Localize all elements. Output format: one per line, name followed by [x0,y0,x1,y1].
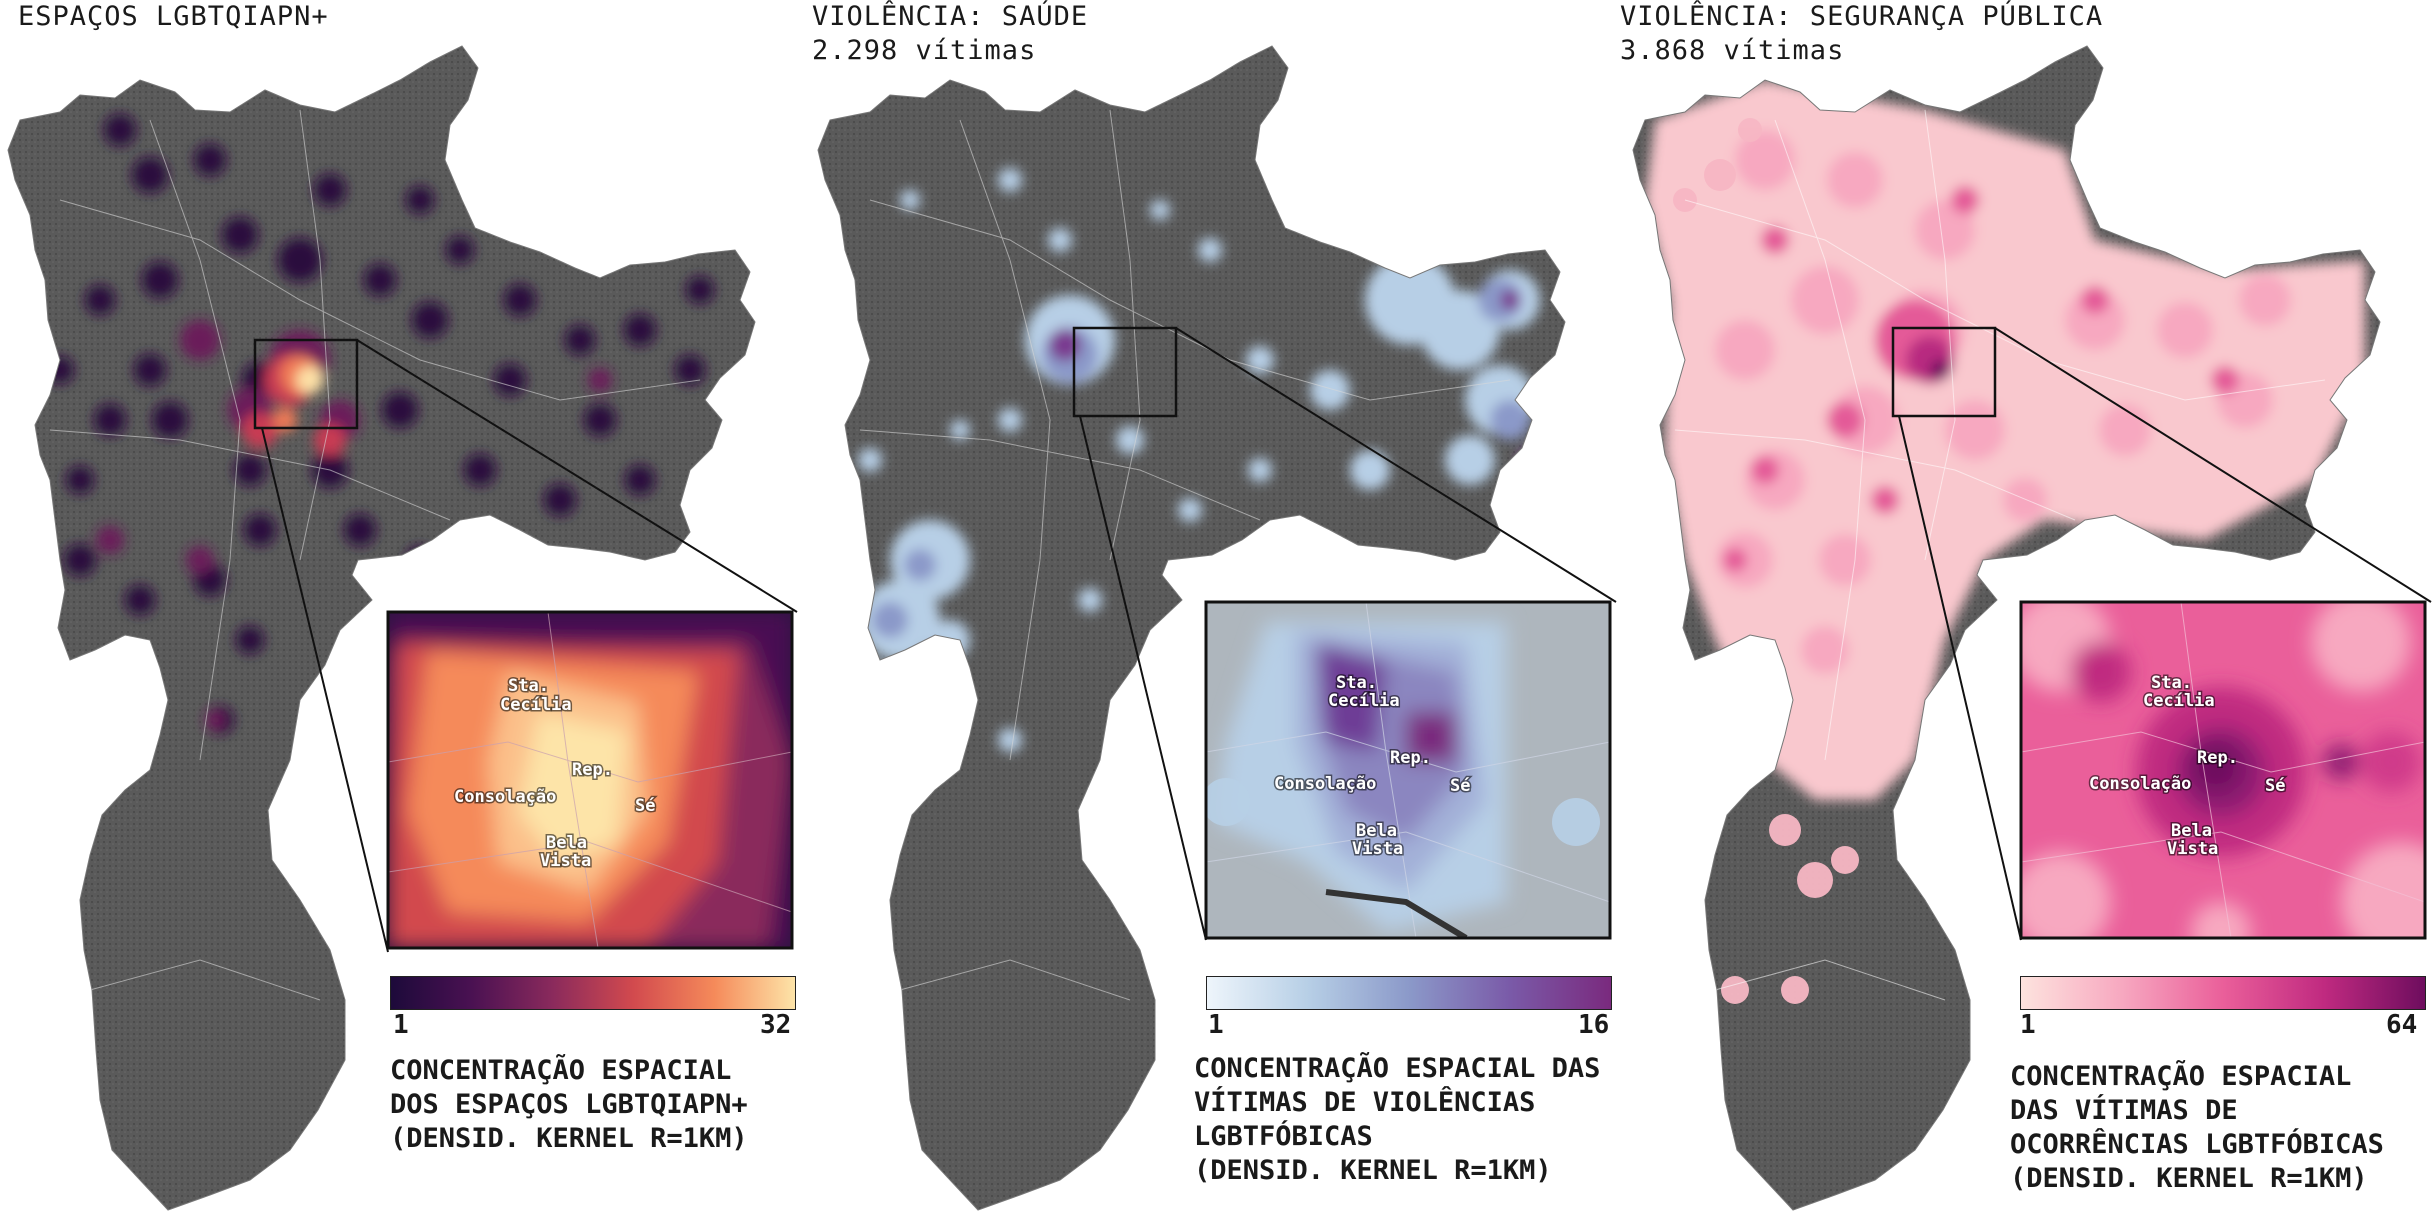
inset-espacos: Sta. Cecília Rep. Consolação Sé Bela Vis… [386,610,794,950]
label-rep: Rep. [1390,748,1431,768]
map-espacos: Sta. Cecília Rep. Consolação Sé Bela Vis… [7,45,798,1211]
inset-saude: Sta. Cecília Rep. Consolação Sé Bela Vis… [1204,600,1612,940]
label-cecilia: Cecília [500,695,572,715]
label-bela: Bela [1356,821,1397,841]
panel-title-seguranca: VIOLÊNCIA: SEGURANÇA PÚBLICA 3.868 vítim… [1620,0,2103,68]
label-cecilia: Cecília [2143,691,2215,711]
caption-line: (DENSID. KERNEL R=1KM) [2010,1163,2368,1194]
legend-caption-seguranca: CONCENTRAÇÃO ESPACIAL DAS VÍTIMAS DE OCO… [2010,1060,2384,1196]
legend-max-seguranca: 64 [2386,1010,2418,1040]
density-layer [46,114,714,734]
legend-caption-espacos: CONCENTRAÇÃO ESPACIAL DOS ESPAÇOS LGBTQI… [390,1054,748,1156]
label-sta: Sta. [508,676,549,696]
title-line: VIOLÊNCIA: SAÚDE [812,1,1089,32]
legend-bar-espacos [390,976,796,1010]
victim-count: 3.868 vítimas [1620,35,1845,66]
label-sta: Sta. [2151,673,2192,693]
inset-seguranca: Sta. Cecília Rep. Consolação Sé Bela Vis… [2019,600,2427,940]
label-se: Sé [1450,776,1470,796]
label-vista: Vista [1352,839,1403,859]
label-bela: Bela [546,833,587,853]
caption-line: VÍTIMAS DE VIOLÊNCIAS [1194,1087,1536,1118]
label-vista: Vista [540,851,591,871]
caption-line: (DENSID. KERNEL R=1KM) [1194,1155,1552,1186]
label-vista: Vista [2167,839,2218,859]
victim-count: 2.298 vítimas [812,35,1037,66]
caption-line: LGBTFÓBICAS [1194,1121,1373,1152]
outlier-points [1673,118,1859,1004]
legend-caption-saude: CONCENTRAÇÃO ESPACIAL DAS VÍTIMAS DE VIO… [1194,1052,1600,1188]
title-line: ESPAÇOS LGBTQIAPN+ [18,1,329,32]
label-rep: Rep. [2197,748,2238,768]
panel-title-saude: VIOLÊNCIA: SAÚDE 2.298 vítimas [812,0,1088,68]
legend-min-espacos: 1 [393,1010,409,1040]
legend-bar-seguranca [2020,976,2426,1010]
label-consolacao: Consolação [1274,774,1376,794]
label-sta: Sta. [1336,673,1377,693]
caption-line: CONCENTRAÇÃO ESPACIAL [390,1055,732,1086]
caption-line: DOS ESPAÇOS LGBTQIAPN+ [390,1089,748,1120]
zoom-box [1072,326,1178,418]
label-se: Sé [635,796,655,816]
panel-title-espacos: ESPAÇOS LGBTQIAPN+ [18,0,329,34]
label-se: Sé [2265,776,2285,796]
map-seguranca: Sta. Cecília Rep. Consolação Sé Bela Vis… [1632,45,2432,1211]
label-consolacao: Consolação [454,787,556,807]
title-line: VIOLÊNCIA: SEGURANÇA PÚBLICA [1620,1,2104,32]
label-cecilia: Cecília [1328,691,1400,711]
caption-line: CONCENTRAÇÃO ESPACIAL [2010,1061,2352,1092]
label-rep: Rep. [572,760,613,780]
zoom-box [253,338,359,430]
caption-line: (DENSID. KERNEL R=1KM) [390,1123,748,1154]
legend-max-saude: 16 [1578,1010,1610,1040]
caption-line: OCORRÊNCIAS LGBTFÓBICAS [2010,1129,2384,1160]
zoom-box [1891,326,1997,418]
legend-min-saude: 1 [1208,1010,1224,1040]
caption-line: DAS VÍTIMAS DE [2010,1095,2238,1126]
legend-min-seguranca: 1 [2020,1010,2036,1040]
legend-bar-saude [1206,976,1612,1010]
legend-max-espacos: 32 [760,1010,792,1040]
caption-line: CONCENTRAÇÃO ESPACIAL DAS [1194,1053,1601,1084]
label-bela: Bela [2171,821,2212,841]
label-consolacao: Consolação [2089,774,2191,794]
